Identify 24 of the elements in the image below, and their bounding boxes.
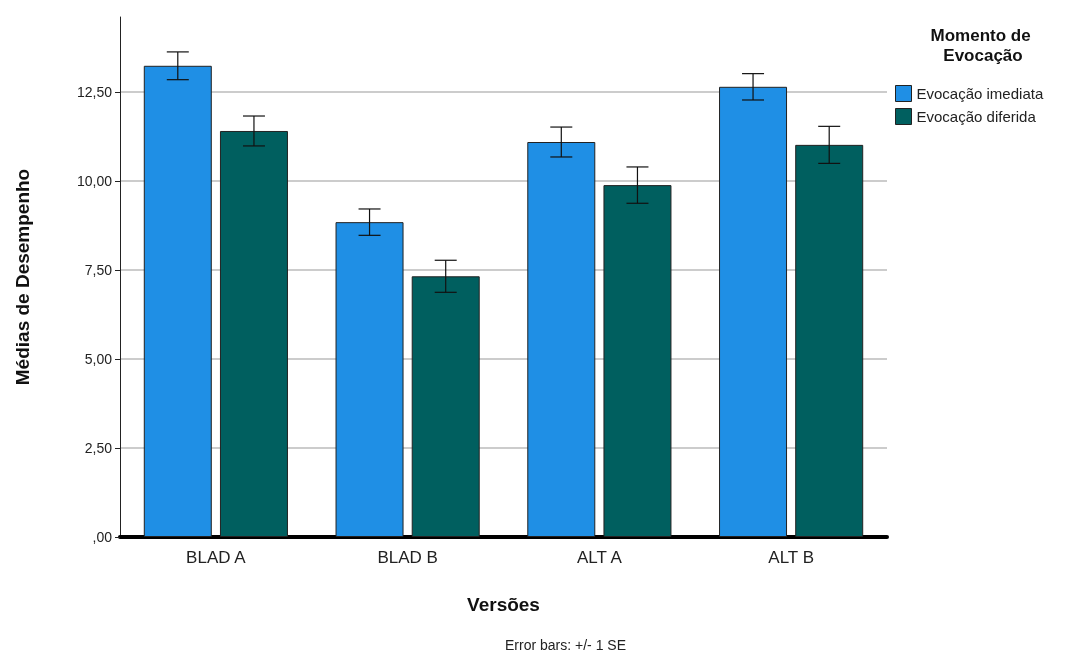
y-tick-label: 12,50 [76, 83, 113, 100]
x-tick-label: BLAD B [377, 548, 438, 567]
bar [335, 222, 404, 537]
legend-label: Evocação diferida [916, 108, 1037, 125]
x-axis-title: Versões [467, 594, 540, 615]
y-tick-label: 5,00 [84, 350, 113, 367]
bar [795, 144, 864, 537]
legend-title: Momento de Evocação [930, 25, 1036, 65]
bar [143, 65, 212, 537]
bar [527, 142, 596, 537]
text: Error bars: +/- 1 SE [505, 637, 626, 653]
x-tick-label: ALT A [577, 548, 623, 567]
bar [219, 130, 288, 537]
y-tick-label: ,00 [92, 529, 113, 545]
y-tick-label: 7,50 [84, 261, 113, 278]
bar [603, 185, 672, 537]
bar [411, 276, 480, 537]
y-tick-label: 2,50 [84, 439, 113, 456]
bar [719, 86, 788, 537]
x-tick-label: BLAD A [186, 548, 247, 567]
legend-label: Evocação imediata [916, 85, 1044, 102]
y-axis-title: Médias de Desempenho [12, 168, 33, 386]
y-tick-label: 10,00 [76, 172, 113, 189]
x-tick-label: ALT B [768, 548, 814, 567]
